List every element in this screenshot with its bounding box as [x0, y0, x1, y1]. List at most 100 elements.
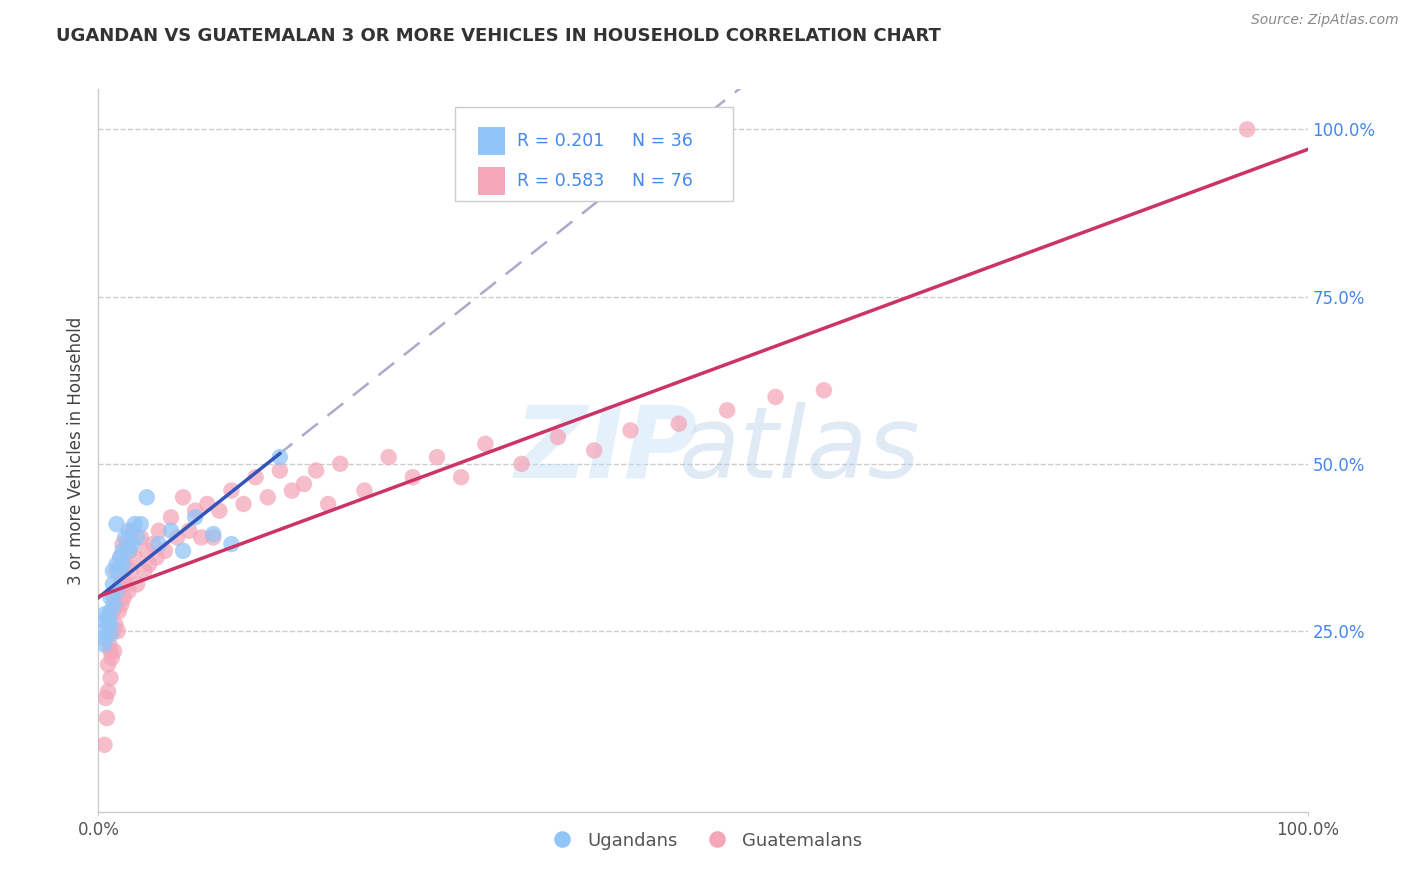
Point	[98, 637, 121, 651]
Point	[166, 530, 188, 544]
Bar	[478, 128, 505, 155]
Point	[100, 671, 122, 685]
Point	[142, 537, 165, 551]
Point	[97, 617, 120, 632]
Text: R = 0.583: R = 0.583	[517, 172, 605, 190]
Point	[108, 550, 131, 565]
Point	[101, 577, 124, 591]
Point	[94, 691, 117, 706]
Point	[256, 491, 278, 505]
Point	[129, 517, 152, 532]
Point	[668, 417, 690, 431]
Legend: Ugandans, Guatemalans: Ugandans, Guatemalans	[536, 824, 870, 857]
Point	[765, 390, 787, 404]
Point	[510, 457, 533, 471]
Point	[93, 631, 115, 645]
Point	[426, 450, 449, 465]
Point	[97, 684, 120, 698]
Point	[329, 457, 352, 471]
Point	[172, 491, 194, 505]
Point	[101, 604, 124, 618]
Point	[221, 537, 243, 551]
Point	[450, 470, 472, 484]
Point	[100, 617, 122, 632]
Point	[97, 611, 120, 625]
Point	[93, 607, 115, 622]
Text: ZIP: ZIP	[515, 402, 697, 499]
Point	[232, 497, 254, 511]
Point	[281, 483, 304, 498]
Point	[108, 604, 131, 618]
Point	[179, 524, 201, 538]
Point	[135, 491, 157, 505]
Point	[105, 517, 128, 532]
Point	[115, 577, 138, 591]
FancyBboxPatch shape	[456, 107, 734, 202]
Point	[101, 624, 124, 639]
Point	[100, 627, 122, 641]
Point	[117, 537, 139, 551]
Point	[100, 651, 122, 665]
Point	[105, 564, 128, 578]
Point	[118, 544, 141, 558]
Point	[124, 550, 146, 565]
Point	[108, 564, 131, 578]
Point	[110, 598, 132, 612]
Point	[160, 524, 183, 538]
Point	[208, 503, 231, 517]
Point	[103, 598, 125, 612]
Point	[111, 571, 134, 585]
Point	[93, 614, 115, 628]
Point	[377, 450, 399, 465]
Point	[112, 591, 135, 605]
Point	[153, 544, 176, 558]
Point	[120, 564, 142, 578]
Point	[111, 557, 134, 572]
Point	[118, 544, 141, 558]
Y-axis label: 3 or more Vehicles in Household: 3 or more Vehicles in Household	[66, 317, 84, 584]
Point	[160, 510, 183, 524]
Point	[105, 584, 128, 599]
Point	[93, 624, 115, 639]
Point	[127, 530, 149, 544]
Point	[124, 517, 146, 532]
Point	[104, 617, 127, 632]
Point	[145, 550, 167, 565]
Bar	[478, 167, 505, 194]
Text: atlas: atlas	[679, 402, 921, 499]
Point	[221, 483, 243, 498]
Point	[148, 524, 170, 538]
Point	[118, 524, 141, 538]
Point	[195, 497, 218, 511]
Text: N = 76: N = 76	[631, 172, 693, 190]
Point	[135, 544, 157, 558]
Point	[202, 527, 225, 541]
Point	[103, 644, 125, 658]
Text: N = 36: N = 36	[631, 132, 693, 150]
Point	[474, 437, 496, 451]
Point	[108, 577, 131, 591]
Point	[118, 584, 141, 599]
Point	[316, 497, 339, 511]
Point	[107, 584, 129, 599]
Point	[184, 503, 207, 517]
Point	[245, 470, 267, 484]
Point	[813, 384, 835, 398]
Point	[103, 591, 125, 605]
Point	[97, 657, 120, 672]
Text: Source: ZipAtlas.com: Source: ZipAtlas.com	[1251, 13, 1399, 28]
Text: UGANDAN VS GUATEMALAN 3 OR MORE VEHICLES IN HOUSEHOLD CORRELATION CHART: UGANDAN VS GUATEMALAN 3 OR MORE VEHICLES…	[56, 27, 941, 45]
Point	[305, 464, 328, 478]
Point	[547, 430, 569, 444]
Point	[269, 464, 291, 478]
Point	[129, 530, 152, 544]
Point	[114, 530, 136, 544]
Point	[138, 557, 160, 572]
Point	[172, 544, 194, 558]
Point	[202, 530, 225, 544]
Point	[134, 564, 156, 578]
Point	[127, 577, 149, 591]
Point	[101, 564, 124, 578]
Point	[184, 510, 207, 524]
Point	[1236, 122, 1258, 136]
